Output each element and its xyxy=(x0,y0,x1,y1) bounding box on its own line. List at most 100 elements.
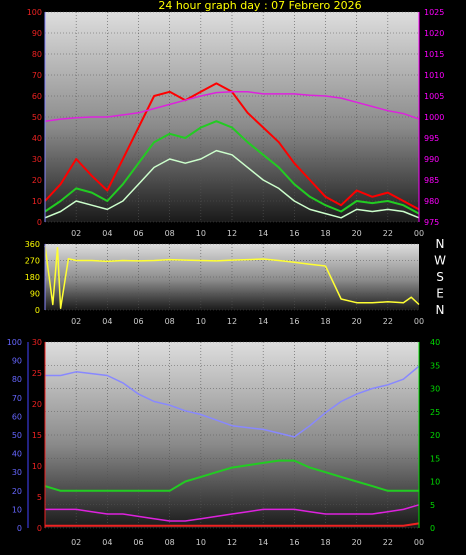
x-tick-label: 14 xyxy=(258,229,268,238)
panel1-right-tick: 980 xyxy=(424,197,439,206)
panel1-right-tick: 1010 xyxy=(424,71,444,80)
panel1-left-tick: 80 xyxy=(32,50,42,59)
compass-label: N xyxy=(436,303,445,317)
panel1-right-tick: 1025 xyxy=(424,8,444,17)
x-tick-label: 00 xyxy=(414,538,424,547)
x-tick-label: 22 xyxy=(383,317,393,326)
panel3-grid xyxy=(45,341,419,529)
panel1-right-tick: 975 xyxy=(424,218,439,227)
humidity-tick: 60 xyxy=(12,412,22,421)
panel1-right-tick: 990 xyxy=(424,155,439,164)
x-tick-label: 00 xyxy=(414,229,424,238)
temp-tick: 10 xyxy=(32,462,42,471)
panel1-left-tick: 90 xyxy=(32,29,42,38)
x-tick-label: 16 xyxy=(289,317,299,326)
panel2-left-tick: 360 xyxy=(25,240,40,249)
panel3-right-tick: 5 xyxy=(430,501,435,510)
panel1-left-tick: 40 xyxy=(32,134,42,143)
x-tick-label: 22 xyxy=(383,229,393,238)
compass-label: E xyxy=(436,287,444,301)
x-tick-label: 20 xyxy=(352,317,362,326)
temp-tick: 30 xyxy=(32,338,42,347)
panel2-left-tick: 180 xyxy=(25,273,40,282)
x-tick-label: 08 xyxy=(165,229,175,238)
humidity-tick: 70 xyxy=(12,394,22,403)
panel2-left-tick: 270 xyxy=(25,257,40,266)
panel1-right-tick: 985 xyxy=(424,176,439,185)
panel3-right-tick: 15 xyxy=(430,454,440,463)
x-tick-label: 04 xyxy=(102,317,112,326)
x-tick-label: 20 xyxy=(352,538,362,547)
temp-tick: 15 xyxy=(32,431,42,440)
wind-avg-line xyxy=(44,120,420,215)
x-tick-label: 02 xyxy=(71,538,81,547)
panel2-left-tick: 0 xyxy=(35,306,40,315)
x-tick-label: 00 xyxy=(414,317,424,326)
panel1-left-tick: 100 xyxy=(27,8,42,17)
red-series-line xyxy=(45,522,420,527)
pressure-line xyxy=(44,91,420,122)
x-tick-label: 12 xyxy=(227,538,237,547)
humidity-tick: 50 xyxy=(12,431,22,440)
humidity-tick: 20 xyxy=(12,487,22,496)
temp-humidity-panel: 1009080706050403020100302520151050403530… xyxy=(7,338,440,547)
panel3-right-tick: 0 xyxy=(430,524,435,533)
x-tick-label: 14 xyxy=(258,538,268,547)
panel1-right-tick: 1020 xyxy=(424,29,444,38)
panel1-left-tick: 70 xyxy=(32,71,42,80)
panel1-left-tick: 0 xyxy=(37,218,42,227)
humidity-tick: 0 xyxy=(17,524,22,533)
x-tick-label: 12 xyxy=(227,229,237,238)
panel3-right-tick: 35 xyxy=(430,361,440,370)
panel3-right-tick: 25 xyxy=(430,408,440,417)
x-tick-label: 02 xyxy=(71,229,81,238)
humidity-tick: 30 xyxy=(12,468,22,477)
humidity-tick: 90 xyxy=(12,357,22,366)
x-tick-label: 12 xyxy=(227,317,237,326)
compass-label: N xyxy=(436,237,445,251)
x-tick-label: 06 xyxy=(133,229,143,238)
x-tick-label: 18 xyxy=(320,229,330,238)
humidity-line xyxy=(45,365,420,438)
x-tick-label: 16 xyxy=(289,538,299,547)
panel1-left-tick: 10 xyxy=(32,197,42,206)
panel1-grid xyxy=(45,11,419,223)
humidity-tick: 40 xyxy=(12,450,22,459)
x-tick-label: 16 xyxy=(289,229,299,238)
magenta-series-line xyxy=(45,504,420,522)
x-tick-label: 10 xyxy=(196,229,206,238)
x-tick-label: 06 xyxy=(133,317,143,326)
panel1-tick-labels: 1009080706050403020100102510201015101010… xyxy=(27,8,445,238)
x-tick-label: 10 xyxy=(196,317,206,326)
x-tick-label: 02 xyxy=(71,317,81,326)
graph-title: 24 hour graph day : 07 Febrero 2026 xyxy=(158,0,361,12)
panel2-left-tick: 90 xyxy=(30,290,40,299)
panel3-right-tick: 10 xyxy=(430,478,440,487)
x-tick-label: 04 xyxy=(102,229,112,238)
panel3-right-tick: 20 xyxy=(430,431,440,440)
temp-tick: 20 xyxy=(32,400,42,409)
x-tick-label: 08 xyxy=(165,538,175,547)
panel1-left-tick: 20 xyxy=(32,176,42,185)
panel3-tick-labels: 1009080706050403020100302520151050403530… xyxy=(7,338,440,547)
humidity-tick: 100 xyxy=(7,338,22,347)
panel3-series xyxy=(44,365,420,527)
x-tick-label: 08 xyxy=(165,317,175,326)
green-series-line xyxy=(44,459,419,492)
panel1-left-tick: 30 xyxy=(32,155,42,164)
wind-direction-line xyxy=(44,245,420,309)
compass-label: S xyxy=(436,270,444,284)
temp-tick: 25 xyxy=(32,369,42,378)
panel1-left-tick: 50 xyxy=(32,113,42,122)
panel3-right-tick: 30 xyxy=(430,385,440,394)
temp-tick: 0 xyxy=(37,524,42,533)
x-tick-label: 20 xyxy=(352,229,362,238)
panel1-right-tick: 1000 xyxy=(424,113,444,122)
panel1-right-tick: 1005 xyxy=(424,92,444,101)
x-tick-label: 18 xyxy=(320,538,330,547)
x-tick-label: 06 xyxy=(133,538,143,547)
panel1-left-tick: 60 xyxy=(32,92,42,101)
panel3-right-tick: 40 xyxy=(430,338,440,347)
